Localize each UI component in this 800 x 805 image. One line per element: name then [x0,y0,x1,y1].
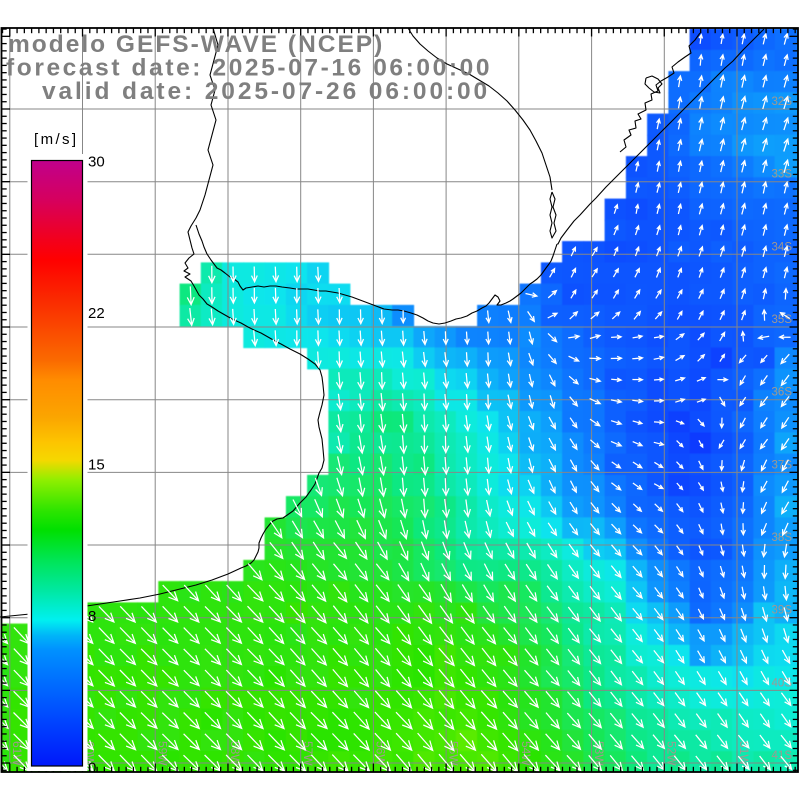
svg-text:8: 8 [88,608,96,625]
svg-text:52W: 52W [665,741,679,766]
svg-text:41S: 41S [772,750,793,762]
svg-text:[m/s]: [m/s] [34,131,79,148]
svg-text:53W: 53W [592,741,606,766]
svg-text:38S: 38S [772,532,793,544]
svg-text:32S: 32S [772,96,793,108]
svg-text:55W: 55W [446,741,460,766]
svg-text:36S: 36S [772,387,793,399]
svg-text:34S: 34S [772,241,793,253]
svg-text:22: 22 [88,305,105,322]
svg-text:33S: 33S [772,169,793,181]
svg-text:forecast date: 2025-07-16 06:0: forecast date: 2025-07-16 06:00:00 [6,55,492,82]
svg-text:59W: 59W [155,741,169,766]
svg-text:39S: 39S [772,605,793,617]
svg-text:15: 15 [88,456,105,473]
svg-text:modelo GEFS-WAVE (NCEP): modelo GEFS-WAVE (NCEP) [8,31,384,58]
svg-text:61W: 61W [10,741,24,766]
svg-text:valid date: 2025-07-26 06:00:0: valid date: 2025-07-26 06:00:00 [42,78,490,105]
svg-text:30: 30 [88,154,105,171]
svg-text:0: 0 [88,759,96,776]
